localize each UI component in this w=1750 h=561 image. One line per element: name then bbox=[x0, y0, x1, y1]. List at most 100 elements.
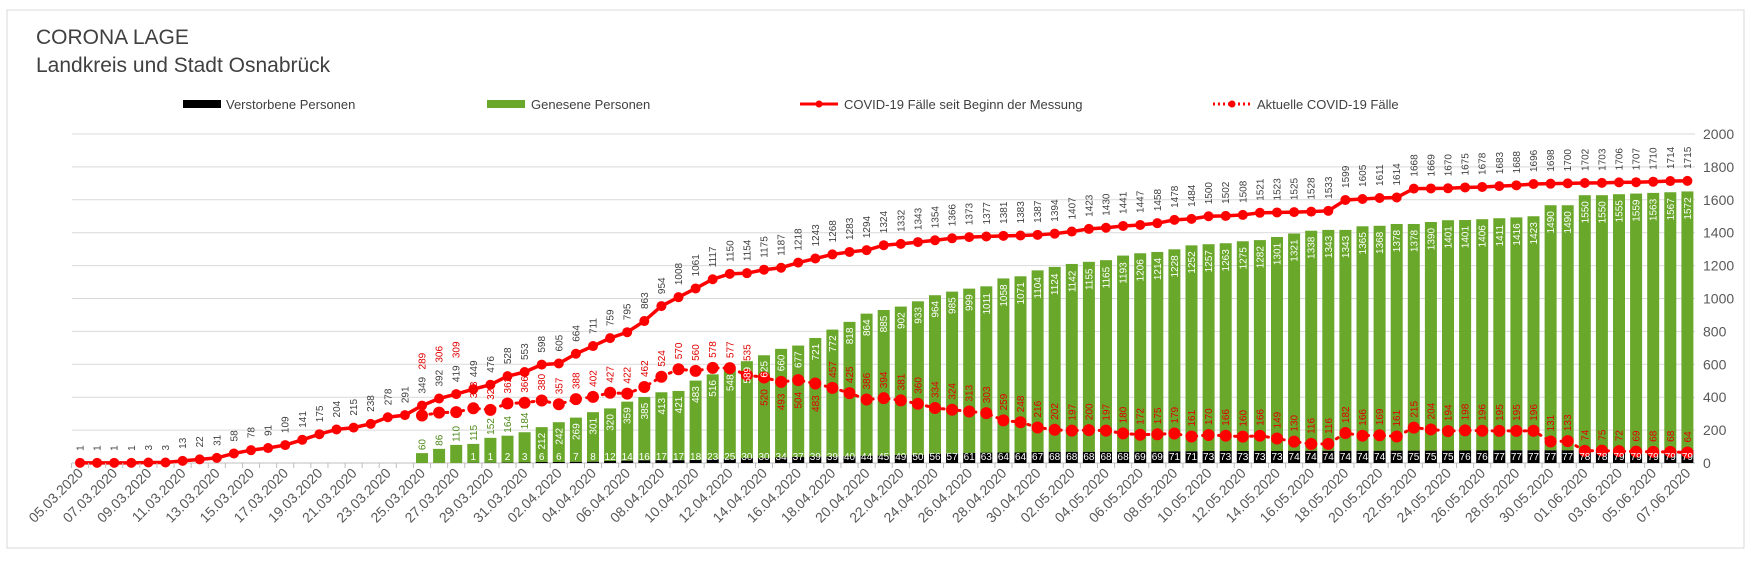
data-label-active: 483 bbox=[811, 395, 822, 412]
bar-label-recovered: 1193 bbox=[1119, 262, 1130, 284]
y-tick-label: 1000 bbox=[1703, 291, 1734, 307]
point-cumulative bbox=[588, 341, 598, 351]
data-label-cumulative: 449 bbox=[469, 360, 480, 377]
bar-label-deaths: 57 bbox=[947, 452, 959, 463]
data-label-cumulative: 954 bbox=[657, 277, 668, 294]
data-label-cumulative: 1508 bbox=[1238, 180, 1249, 203]
data-label-active: 394 bbox=[879, 371, 890, 388]
point-cumulative bbox=[810, 254, 820, 264]
data-label-active: 68 bbox=[1649, 430, 1660, 442]
data-label-cumulative: 1354 bbox=[931, 206, 942, 229]
point-cumulative bbox=[1580, 178, 1590, 188]
data-label-cumulative: 141 bbox=[298, 411, 309, 428]
point-cumulative bbox=[1204, 211, 1214, 221]
data-label-active: 172 bbox=[1136, 408, 1147, 425]
data-label-cumulative: 1478 bbox=[1170, 185, 1181, 208]
bar-label-deaths: 8 bbox=[590, 452, 596, 463]
data-label-cumulative: 1502 bbox=[1221, 181, 1232, 204]
bar-label-deaths: 77 bbox=[1494, 452, 1506, 463]
point-cumulative bbox=[1272, 207, 1282, 217]
bar-label-deaths: 78 bbox=[1596, 452, 1608, 463]
point-active bbox=[878, 392, 890, 404]
y-tick-label: 1200 bbox=[1703, 258, 1734, 274]
point-cumulative bbox=[930, 235, 940, 245]
data-label-cumulative: 1377 bbox=[982, 202, 993, 225]
point-active bbox=[1032, 421, 1044, 433]
point-active bbox=[1305, 438, 1317, 450]
bar-recovered bbox=[1545, 205, 1557, 450]
point-active bbox=[570, 393, 582, 405]
bar-label-deaths: 1 bbox=[471, 452, 477, 463]
bar-label-recovered: 1252 bbox=[1187, 251, 1198, 274]
point-active bbox=[861, 394, 873, 406]
data-label-active: 160 bbox=[1238, 410, 1249, 427]
point-cumulative bbox=[1118, 221, 1128, 231]
bar-label-recovered: 1406 bbox=[1478, 225, 1489, 248]
point-active bbox=[1425, 423, 1437, 435]
data-label-cumulative: 1714 bbox=[1666, 146, 1677, 169]
point-active bbox=[1254, 430, 1266, 442]
data-label-active: 535 bbox=[742, 344, 753, 361]
bar-label-recovered: 1338 bbox=[1307, 236, 1318, 259]
data-label-cumulative: 1175 bbox=[760, 236, 771, 258]
bar-label-deaths: 69 bbox=[1152, 452, 1164, 463]
bar-label-recovered: 1165 bbox=[1102, 266, 1113, 288]
point-active bbox=[809, 378, 821, 390]
bar-label-deaths: 75 bbox=[1425, 452, 1437, 463]
data-label-active: 457 bbox=[828, 361, 839, 378]
chart-subtitle: Landkreis und Stadt Osnabrück bbox=[36, 54, 331, 77]
bar-label-recovered: 772 bbox=[828, 335, 839, 352]
bar-label-recovered: 413 bbox=[657, 398, 668, 415]
point-active bbox=[1459, 424, 1471, 436]
point-cumulative bbox=[161, 458, 171, 468]
bar-label-deaths: 79 bbox=[1613, 452, 1625, 463]
point-active bbox=[1374, 429, 1386, 441]
data-label-active: 324 bbox=[948, 383, 959, 400]
data-label-cumulative: 1324 bbox=[879, 211, 890, 234]
point-active bbox=[946, 404, 958, 416]
bar-label-deaths: 68 bbox=[1049, 452, 1061, 463]
bar-label-deaths: 49 bbox=[895, 452, 907, 463]
data-label-active: 289 bbox=[418, 352, 429, 369]
point-cumulative bbox=[1306, 207, 1316, 217]
point-active bbox=[467, 402, 479, 414]
bar-recovered bbox=[1562, 205, 1574, 450]
data-label-active: 216 bbox=[1033, 400, 1044, 417]
data-label-cumulative: 1669 bbox=[1426, 154, 1437, 177]
bar-label-recovered: 1567 bbox=[1666, 198, 1677, 221]
data-label-active: 570 bbox=[674, 342, 685, 359]
data-label-active: 323 bbox=[486, 383, 497, 400]
point-active bbox=[775, 376, 787, 388]
point-cumulative bbox=[1443, 183, 1453, 193]
bar-label-recovered: 421 bbox=[674, 396, 685, 413]
bar-label-recovered: 359 bbox=[623, 407, 634, 424]
point-cumulative bbox=[1084, 224, 1094, 234]
data-label-cumulative: 1381 bbox=[999, 201, 1010, 224]
data-label-cumulative: 1 bbox=[110, 445, 121, 451]
point-cumulative bbox=[674, 292, 684, 302]
bar-label-recovered: 385 bbox=[640, 402, 651, 419]
bar-label-recovered: 1490 bbox=[1546, 211, 1557, 234]
data-label-active: 422 bbox=[623, 366, 634, 383]
bar-label-deaths: 77 bbox=[1545, 452, 1557, 463]
data-label-cumulative: 3 bbox=[144, 445, 155, 451]
bar-label-recovered: 110 bbox=[452, 426, 463, 442]
bar-label-deaths: 44 bbox=[861, 452, 873, 463]
bar-label-recovered: 1572 bbox=[1683, 197, 1694, 220]
bar-label-recovered: 1401 bbox=[1444, 226, 1455, 249]
point-cumulative bbox=[691, 283, 701, 293]
legend-label-active: Aktuelle COVID-19 Fälle bbox=[1257, 97, 1399, 112]
data-label-cumulative: 664 bbox=[571, 325, 582, 342]
data-label-cumulative: 1394 bbox=[1050, 199, 1061, 222]
data-label-active: 116 bbox=[1324, 418, 1335, 434]
bar-label-deaths: 79 bbox=[1648, 452, 1660, 463]
point-cumulative bbox=[1597, 178, 1607, 188]
data-label-cumulative: 1675 bbox=[1461, 153, 1472, 176]
point-cumulative bbox=[981, 231, 991, 241]
data-label-cumulative: 1707 bbox=[1632, 148, 1643, 171]
point-active bbox=[1357, 430, 1369, 442]
point-active bbox=[655, 371, 667, 383]
bar-label-deaths: 76 bbox=[1460, 452, 1472, 463]
point-cumulative bbox=[1477, 182, 1487, 192]
data-label-active: 577 bbox=[725, 341, 736, 358]
